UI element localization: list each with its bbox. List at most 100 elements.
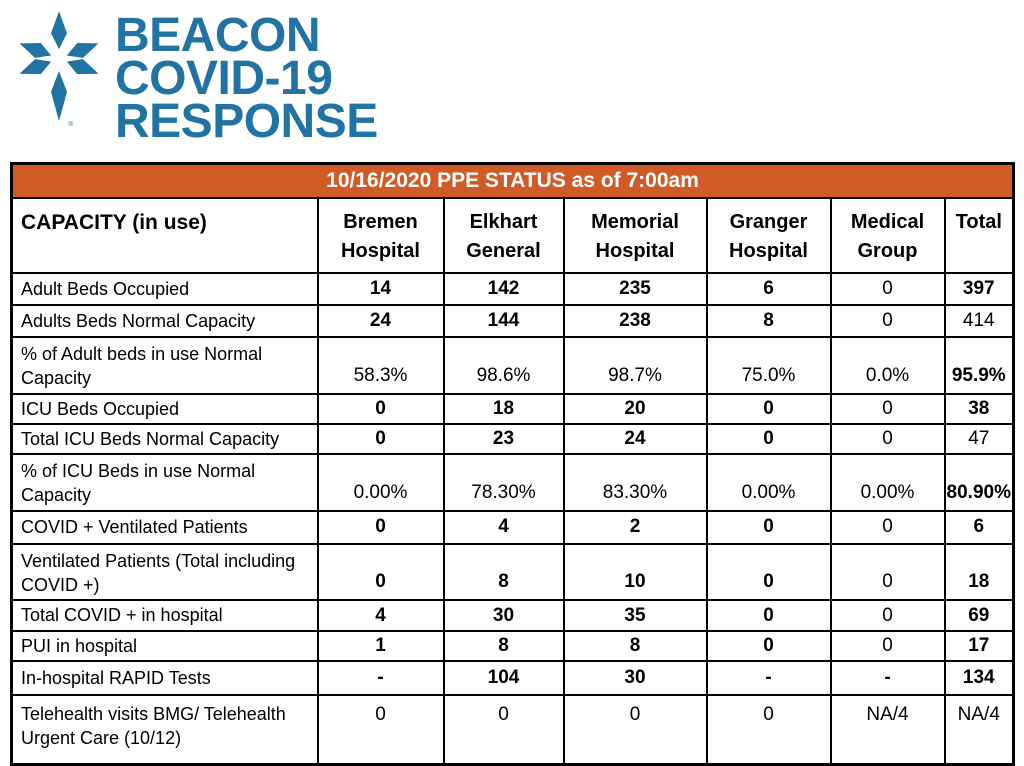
value-cell: 0 xyxy=(705,629,832,662)
table-row: Telehealth visits BMG/ Telehealth Urgent… xyxy=(10,693,1015,766)
value-cell: 104 xyxy=(442,659,565,696)
value-cell: 0 xyxy=(705,599,832,632)
table-row: ICU Beds Occupied 0 18 20 0 0 38 xyxy=(10,392,1015,425)
column-header-granger: Granger Hospital xyxy=(705,197,832,274)
value-cell: 98.7% xyxy=(562,336,708,395)
value-cell: 8 xyxy=(562,629,708,662)
value-cell: NA/4 xyxy=(943,693,1015,766)
value-cell: 0 xyxy=(829,542,946,602)
value-cell: 414 xyxy=(943,304,1015,338)
value-cell: 35 xyxy=(562,599,708,632)
value-cell: 10 xyxy=(562,542,708,602)
table-row: COVID + Ventilated Patients 0 4 2 0 0 6 xyxy=(10,509,1015,545)
column-header-memorial: Memorial Hospital xyxy=(562,197,708,274)
registered-trademark-symbol: ® xyxy=(68,120,73,128)
value-cell: 78.30% xyxy=(442,453,565,512)
value-cell: 0 xyxy=(562,693,708,766)
value-cell: 0 xyxy=(829,272,946,306)
value-cell: 30 xyxy=(562,659,708,696)
value-cell: 80.90% xyxy=(943,453,1015,512)
row-label: Total ICU Beds Normal Capacity xyxy=(10,422,319,456)
value-cell: 0 xyxy=(705,542,832,602)
table-row: Ventilated Patients (Total including COV… xyxy=(10,542,1015,602)
value-cell: 1 xyxy=(316,629,445,662)
value-cell: 0.00% xyxy=(705,453,832,512)
value-cell: 30 xyxy=(442,599,565,632)
value-cell: 98.6% xyxy=(442,336,565,395)
column-header-elkhart: Elkhart General xyxy=(442,197,565,274)
value-cell: 69 xyxy=(943,599,1015,632)
value-cell: 0.0% xyxy=(829,336,946,395)
brand-line-3: RESPONSE xyxy=(115,95,378,148)
brand-line-2: COVID-19 xyxy=(115,52,333,105)
row-label: In-hospital RAPID Tests xyxy=(10,659,319,696)
row-label: ICU Beds Occupied xyxy=(10,392,319,425)
value-cell: 0 xyxy=(316,693,445,766)
value-cell: 83.30% xyxy=(562,453,708,512)
value-cell: 24 xyxy=(562,422,708,456)
row-label: PUI in hospital xyxy=(10,629,319,662)
column-header-capacity: CAPACITY (in use) xyxy=(10,197,319,274)
value-cell: 24 xyxy=(316,304,445,338)
value-cell: 17 xyxy=(943,629,1015,662)
value-cell: 4 xyxy=(316,599,445,632)
value-cell: 0 xyxy=(705,509,832,545)
value-cell: 75.0% xyxy=(705,336,832,395)
value-cell: 0 xyxy=(316,422,445,456)
value-cell: - xyxy=(316,659,445,696)
table-title: 10/16/2020 PPE STATUS as of 7:00am xyxy=(10,162,1015,199)
value-cell: 0 xyxy=(829,599,946,632)
row-label: % of ICU Beds in use Normal Capacity xyxy=(10,453,319,512)
ppe-status-table: 10/16/2020 PPE STATUS as of 7:00am CAPAC… xyxy=(10,162,1016,766)
beacon-star-icon: ® xyxy=(16,11,102,128)
value-cell: 397 xyxy=(943,272,1015,306)
value-cell: 0 xyxy=(829,392,946,425)
value-cell: 142 xyxy=(442,272,565,306)
value-cell: 18 xyxy=(442,392,565,425)
row-label: Ventilated Patients (Total including COV… xyxy=(10,542,319,602)
value-cell: 6 xyxy=(943,509,1015,545)
row-label: COVID + Ventilated Patients xyxy=(10,509,319,545)
value-cell: 238 xyxy=(562,304,708,338)
row-label: Adult Beds Occupied xyxy=(10,272,319,306)
table-row: Adult Beds Occupied 14 142 235 6 0 397 xyxy=(10,272,1015,306)
value-cell: 14 xyxy=(316,272,445,306)
value-cell: 0 xyxy=(829,422,946,456)
table-row: Total COVID + in hospital 4 30 35 0 0 69 xyxy=(10,599,1015,632)
value-cell: 0 xyxy=(705,693,832,766)
value-cell: 0 xyxy=(829,629,946,662)
value-cell: 0 xyxy=(316,392,445,425)
row-label: Telehealth visits BMG/ Telehealth Urgent… xyxy=(10,693,319,766)
row-label: % of Adult beds in use Normal Capacity xyxy=(10,336,319,395)
value-cell: - xyxy=(829,659,946,696)
brand-line-1: BEACON xyxy=(115,9,321,62)
value-cell: 95.9% xyxy=(943,336,1015,395)
value-cell: 0 xyxy=(829,509,946,545)
column-header-row: CAPACITY (in use) Bremen Hospital Elkhar… xyxy=(10,197,1015,274)
table-row: PUI in hospital 1 8 8 0 0 17 xyxy=(10,629,1015,662)
table-row: % of ICU Beds in use Normal Capacity 0.0… xyxy=(10,453,1015,512)
value-cell: 0 xyxy=(705,392,832,425)
table-row: In-hospital RAPID Tests - 104 30 - - 134 xyxy=(10,659,1015,696)
value-cell: 23 xyxy=(442,422,565,456)
value-cell: 6 xyxy=(705,272,832,306)
value-cell: 134 xyxy=(943,659,1015,696)
value-cell: 2 xyxy=(562,509,708,545)
value-cell: 20 xyxy=(562,392,708,425)
row-label: Adults Beds Normal Capacity xyxy=(10,304,319,338)
value-cell: 38 xyxy=(943,392,1015,425)
value-cell: 8 xyxy=(442,629,565,662)
value-cell: 8 xyxy=(442,542,565,602)
value-cell: - xyxy=(705,659,832,696)
value-cell: 235 xyxy=(562,272,708,306)
value-cell: 0 xyxy=(316,542,445,602)
column-header-medical-group: Medical Group xyxy=(829,197,946,274)
table-row: Adults Beds Normal Capacity 24 144 238 8… xyxy=(10,304,1015,338)
table-title-row: 10/16/2020 PPE STATUS as of 7:00am xyxy=(10,162,1015,199)
table-row: Total ICU Beds Normal Capacity 0 23 24 0… xyxy=(10,422,1015,456)
value-cell: 47 xyxy=(943,422,1015,456)
value-cell: 0 xyxy=(442,693,565,766)
value-cell: 58.3% xyxy=(316,336,445,395)
table-row: % of Adult beds in use Normal Capacity 5… xyxy=(10,336,1015,395)
beacon-logo: ® BEACON COVID-19 RESPONSE xyxy=(12,4,378,148)
